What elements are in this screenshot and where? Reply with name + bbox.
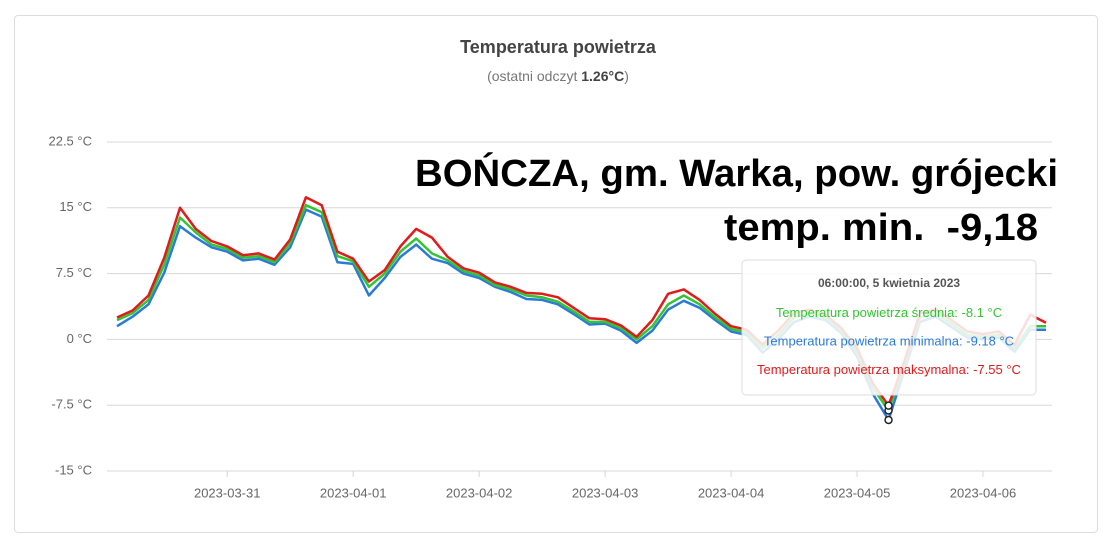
tooltip-value: -8.1 °C <box>962 305 1003 320</box>
chart-subtitle: (ostatni odczyt 1.26°C) <box>0 68 1116 84</box>
tooltip-value: -7.55 °C <box>973 362 1021 377</box>
y-tick-label: -7.5 °C <box>51 397 92 412</box>
tooltip-label: Temperatura powietrza minimalna: <box>764 334 963 349</box>
tooltip-label: Temperatura powietrza maksymalna: <box>757 362 969 377</box>
y-tick-label: -15 °C <box>55 462 92 477</box>
series-line <box>116 196 1047 407</box>
x-tick-label: 2023-04-05 <box>824 485 891 500</box>
subtitle-text: ) <box>624 68 629 84</box>
hover-marker <box>884 415 893 425</box>
tooltip-box <box>741 259 1037 396</box>
x-tick-label: 2023-04-06 <box>950 485 1017 500</box>
chart-card <box>14 15 1098 533</box>
y-tick-label: 15 °C <box>59 199 92 214</box>
hover-marker <box>884 401 893 410</box>
x-tick-label: 2023-04-03 <box>572 485 639 500</box>
chart-title: Temperatura powietrza <box>460 37 656 57</box>
tooltip-value: -9.18 °C <box>966 334 1014 349</box>
tooltip-title: 06:00:00, 5 kwietnia 2023 <box>818 276 960 290</box>
subtitle-text: (ostatni odczyt <box>487 68 582 84</box>
x-tick-label: 2023-04-02 <box>446 485 513 500</box>
annotation: BOŃCZA, gm. Warka, pow. grójecki <box>415 151 1058 195</box>
tooltip-item: Temperatura powietrza maksymalna: -7.55 … <box>757 362 1021 377</box>
tooltip-item: Temperatura powietrza minimalna: -9.18 °… <box>764 334 1014 349</box>
tooltip-label: Temperatura powietrza średnia: <box>776 305 958 320</box>
annotation: temp. min. -9,18 <box>724 207 1038 249</box>
y-tick-label: 22.5 °C <box>48 133 92 148</box>
y-tick-label: 7.5 °C <box>56 265 92 280</box>
x-tick-label: 2023-04-01 <box>320 485 387 500</box>
x-tick-label: 2023-04-04 <box>698 485 765 500</box>
x-tick-label: 2023-03-31 <box>194 485 261 500</box>
tooltip-item: Temperatura powietrza średnia: -8.1 °C <box>776 305 1002 320</box>
last-reading: 1.26°C <box>581 68 625 84</box>
y-tick-label: 0 °C <box>67 331 92 346</box>
